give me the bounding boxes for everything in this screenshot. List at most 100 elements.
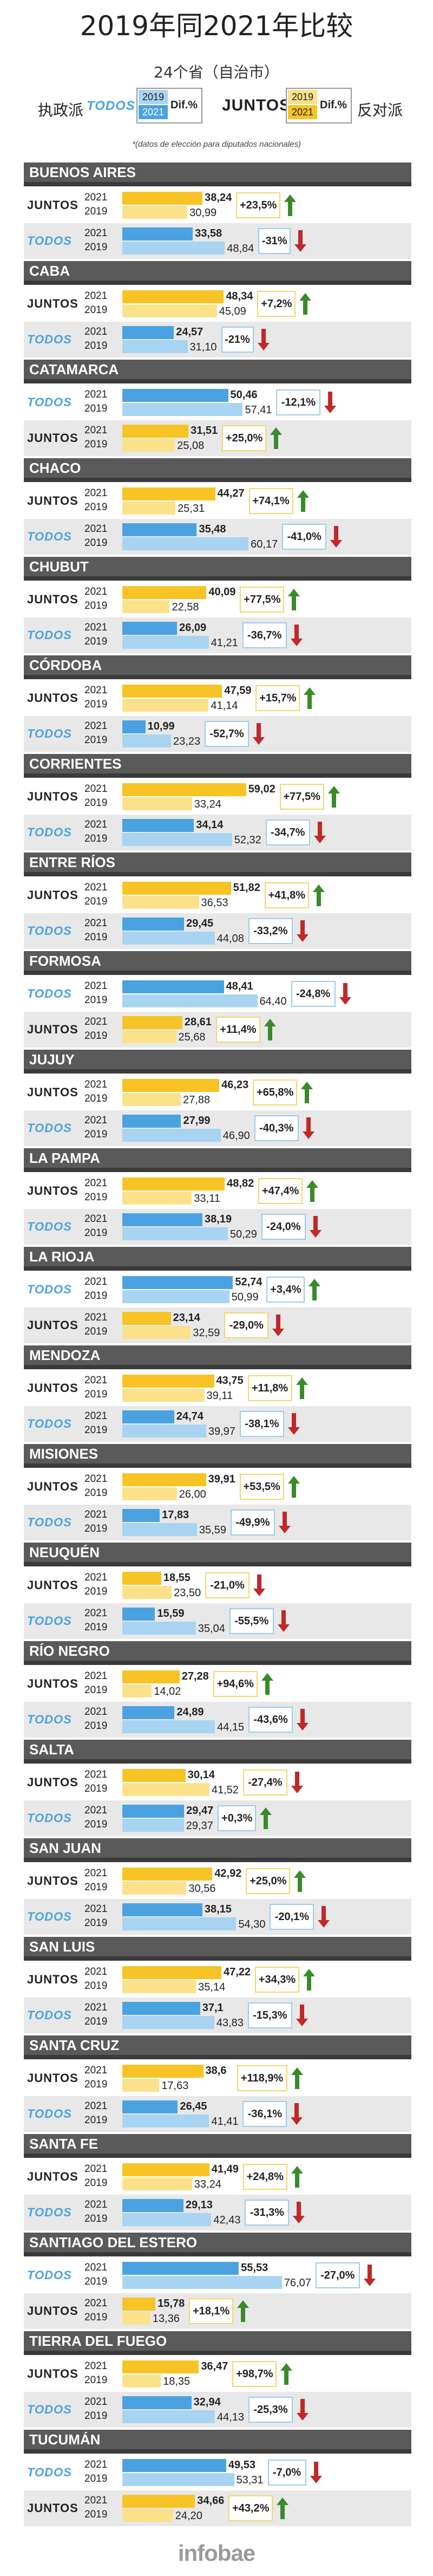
province-block: TIERRA DEL FUEGO JUNTOS 2021 2019 36,47 18,35… — [24, 2331, 411, 2428]
arrow-down-icon — [309, 1216, 322, 1238]
bar-2021 — [122, 1115, 181, 1128]
value-2019: 25,31 — [178, 503, 205, 515]
bar-2021 — [122, 1178, 225, 1191]
value-2019: 50,99 — [231, 1291, 259, 1303]
province-block: CATAMARCA TODOS 2021 2019 50,46 57,41 -12,1% JU… — [24, 360, 411, 456]
year-2021-label: 2021 — [84, 882, 108, 893]
year-2021-label: 2021 — [84, 1868, 108, 1879]
legend-todos-2021: 2021 — [139, 105, 168, 119]
value-2019: 52,32 — [234, 834, 261, 846]
value-2021: 34,66 — [197, 2495, 225, 2507]
juntos-logo: JUNTOS — [27, 1381, 78, 1395]
party-row: JUNTOS 2021 2019 38,24 30,99 +23,5% — [24, 187, 411, 223]
bar-2019 — [122, 1917, 237, 1930]
arrow-up-icon — [296, 1377, 308, 1399]
value-2021: 27,28 — [181, 1670, 209, 1682]
province-block: NEUQUÉN JUNTOS 2021 2019 18,55 23,50 -21,0% TOD… — [24, 1543, 411, 1639]
difference-badge: -20,1% — [270, 1904, 314, 1930]
bar-2019 — [122, 1389, 205, 1402]
arrow-down-icon — [363, 2265, 376, 2286]
bar-2021 — [122, 1509, 160, 1522]
value-2019: 30,56 — [188, 1883, 216, 1895]
bar-2019 — [122, 1227, 228, 1240]
arrow-up-icon — [297, 490, 309, 512]
province-divider — [24, 1562, 411, 1566]
province-name: CHACO — [24, 458, 411, 478]
province-divider — [24, 379, 411, 383]
arrow-up-icon — [287, 1476, 300, 1498]
todos-logo: TODOS — [27, 395, 72, 409]
arrow-down-icon — [296, 920, 309, 942]
value-2019: 18,35 — [163, 2376, 191, 2388]
year-2019-label: 2019 — [84, 797, 108, 809]
value-2019: 48,84 — [227, 243, 254, 255]
year-2019-label: 2019 — [84, 896, 108, 907]
party-row: JUNTOS 2021 2019 47,22 35,14 +34,3% — [24, 1962, 411, 1998]
juntos-logo: JUNTOS — [27, 1480, 78, 1493]
year-2019-label: 2019 — [84, 1487, 108, 1499]
difference-badge: -43,6% — [248, 1707, 293, 1733]
province-block: SANTA CRUZ JUNTOS 2021 2019 38,6 17,63 +118,9%… — [24, 2035, 411, 2132]
bar-2019 — [122, 600, 170, 613]
party-row: JUNTOS 2021 2019 18,55 23,50 -21,0% — [24, 1567, 411, 1603]
value-2021: 42,92 — [214, 1868, 242, 1879]
year-2021-label: 2021 — [84, 2163, 108, 2175]
bar-2019 — [122, 502, 176, 515]
bar-2021 — [122, 2002, 200, 2015]
value-2019: 32,59 — [193, 1327, 220, 1339]
bar-2021 — [122, 685, 222, 698]
todos-logo: TODOS — [27, 333, 72, 346]
value-2019: 22,58 — [172, 601, 199, 613]
value-2019: 64,40 — [259, 996, 287, 1007]
difference-badge: -27,4% — [242, 1770, 287, 1796]
arrow-up-icon — [270, 427, 283, 449]
arrow-down-icon — [324, 392, 337, 413]
value-2021: 47,22 — [223, 1966, 251, 1978]
province-block: MISIONES JUNTOS 2021 2019 39,91 26,00 +53,5% TO… — [24, 1444, 411, 1540]
bar-2021 — [122, 882, 231, 895]
year-2019-label: 2019 — [84, 502, 108, 513]
arrow-down-icon — [293, 2202, 305, 2223]
province-name: LA RIOJA — [24, 1247, 411, 1266]
bar-2021 — [122, 523, 197, 536]
value-2019: 23,23 — [173, 736, 201, 747]
difference-badge: +24,8% — [242, 2164, 287, 2190]
province-divider — [24, 576, 411, 581]
year-2019-label: 2019 — [84, 537, 108, 549]
arrow-down-icon — [287, 1413, 300, 1435]
year-2021-label: 2021 — [84, 2199, 108, 2210]
year-2019-label: 2019 — [84, 600, 108, 612]
party-row: JUNTOS 2021 2019 44,27 25,31 +74,1% — [24, 483, 411, 519]
province-block: MENDOZA JUNTOS 2021 2019 43,75 39,11 +11,8% TOD… — [24, 1345, 411, 1442]
value-2021: 32,94 — [193, 2396, 221, 2408]
year-2021-label: 2021 — [84, 523, 108, 535]
value-2021: 50,46 — [230, 389, 258, 401]
party-row: TODOS 2021 2019 10,99 23,23 -52,7% — [24, 716, 411, 752]
year-2021-label: 2021 — [84, 1769, 108, 1780]
year-2019-label: 2019 — [84, 2509, 108, 2520]
year-2021-label: 2021 — [84, 487, 108, 499]
value-2021: 15,78 — [158, 2298, 185, 2310]
year-2019-label: 2019 — [84, 2115, 108, 2126]
year-2019-label: 2019 — [84, 242, 108, 253]
value-2021: 23,14 — [173, 1312, 200, 1324]
party-row: JUNTOS 2021 2019 47,59 41,14 +15,7% — [24, 680, 411, 716]
province-block: SANTIAGO DEL ESTERO TODOS 2021 2019 55,53 76,… — [24, 2233, 411, 2329]
arrow-up-icon — [299, 293, 312, 315]
arrow-up-icon — [309, 1279, 321, 1300]
province-name: SANTA CRUZ — [24, 2035, 411, 2055]
difference-badge: -31% — [258, 228, 291, 254]
difference-badge: -33,2% — [248, 918, 293, 944]
bar-2021 — [122, 918, 185, 931]
year-2021-label: 2021 — [84, 1706, 108, 1718]
bar-2019 — [122, 304, 217, 317]
year-2019-label: 2019 — [84, 2177, 108, 2189]
bar-2021 — [122, 1706, 175, 1719]
value-2021: 29,45 — [186, 918, 214, 929]
juntos-logo: JUNTOS — [27, 2367, 78, 2380]
bar-2021 — [122, 2298, 156, 2311]
province-name: RÍO NEGRO — [24, 1641, 411, 1661]
value-2021: 43,75 — [216, 1375, 244, 1387]
bar-2021 — [122, 2495, 195, 2508]
bar-2019 — [122, 2312, 150, 2325]
